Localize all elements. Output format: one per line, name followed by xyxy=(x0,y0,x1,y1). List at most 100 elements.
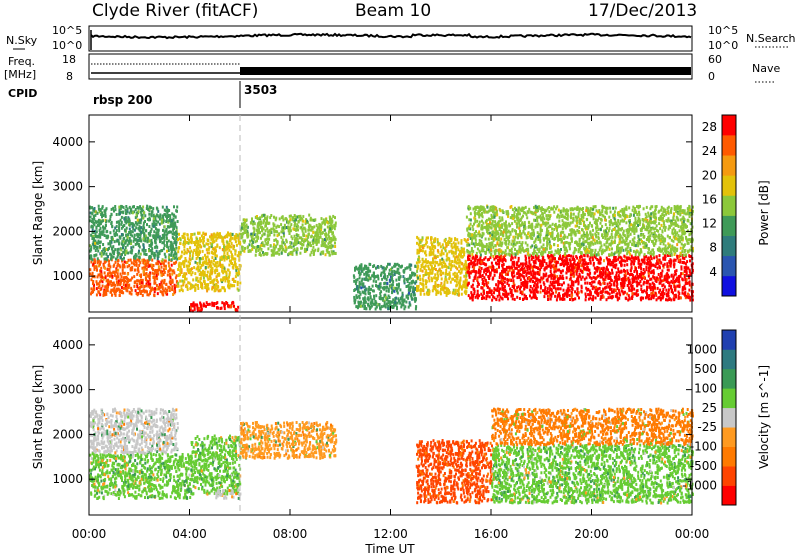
echo-cell xyxy=(148,212,151,216)
echo-cell xyxy=(395,296,398,300)
echo-cell xyxy=(199,243,202,247)
echo-cell xyxy=(663,292,666,296)
echo-cell xyxy=(467,254,470,258)
echo-cell xyxy=(216,243,219,247)
echo-cell xyxy=(356,278,359,282)
echo-cell xyxy=(220,257,223,261)
echo-cell xyxy=(140,289,143,293)
echo-cell xyxy=(504,259,507,263)
echo-cell xyxy=(245,229,248,233)
echo-cell xyxy=(688,288,691,292)
echo-cell xyxy=(620,285,623,289)
echo-cell xyxy=(645,268,648,272)
echo-cell xyxy=(236,309,239,313)
echo-cell xyxy=(109,290,112,294)
echo-cell xyxy=(167,239,170,243)
echo-cell xyxy=(648,282,651,286)
echo-cell xyxy=(386,298,389,301)
echo-cell xyxy=(175,252,178,256)
echo-cell xyxy=(439,245,442,249)
echo-cell xyxy=(332,237,335,241)
echo-cell xyxy=(473,289,476,293)
echo-cell xyxy=(227,233,230,237)
echo-cell xyxy=(157,209,160,213)
echo-cell xyxy=(186,248,189,251)
echo-cell xyxy=(262,251,264,254)
echo-cell xyxy=(125,226,128,230)
echo-cell xyxy=(334,241,336,245)
echo-cell xyxy=(175,226,178,230)
echo-cell xyxy=(616,292,619,296)
echo-cell xyxy=(552,274,555,278)
power-heatmap xyxy=(89,204,694,313)
echo-cell xyxy=(371,301,374,305)
echo-cell xyxy=(334,221,337,225)
echo-cell xyxy=(251,217,253,221)
echo-cell xyxy=(226,240,229,244)
echo-cell xyxy=(233,261,236,265)
echo-cell xyxy=(146,259,149,263)
echo-cell xyxy=(532,289,535,293)
echo-cell xyxy=(618,296,621,300)
echo-cell xyxy=(161,218,163,222)
echo-cell xyxy=(563,297,566,301)
echo-cell xyxy=(115,224,118,228)
echo-cell xyxy=(414,307,417,311)
echo-cell xyxy=(650,297,653,301)
echo-cell xyxy=(583,254,586,258)
echo-cell xyxy=(607,296,610,300)
echo-cell xyxy=(148,216,151,220)
echo-cell xyxy=(457,255,460,259)
echo-cell xyxy=(513,260,516,264)
echo-cell xyxy=(387,294,390,298)
echo-cell xyxy=(631,292,634,296)
echo-cell xyxy=(222,286,225,290)
echo-cell xyxy=(367,298,370,302)
echo-cell xyxy=(476,258,479,262)
echo-cell xyxy=(568,293,571,297)
echo-cell xyxy=(227,279,229,283)
echo-cell xyxy=(174,221,177,225)
echo-cell xyxy=(116,264,119,268)
echo-cell xyxy=(558,283,561,286)
echo-cell xyxy=(355,280,358,283)
echo-cell xyxy=(178,289,181,293)
echo-cell xyxy=(561,283,563,287)
echo-cell xyxy=(133,210,136,214)
echo-cell xyxy=(567,283,570,287)
echo-cell xyxy=(306,219,309,223)
echo-cell xyxy=(424,264,427,268)
echo-cell xyxy=(168,219,171,223)
echo-cell xyxy=(422,279,425,283)
echo-cell xyxy=(105,219,108,223)
echo-cell xyxy=(568,258,571,262)
echo-cell xyxy=(177,281,180,285)
echo-cell xyxy=(550,282,553,286)
echo-cell xyxy=(464,284,467,288)
echo-cell xyxy=(142,289,145,293)
echo-cell xyxy=(442,246,445,250)
echo-cell xyxy=(291,250,294,254)
echo-cell xyxy=(171,235,174,239)
echo-cell xyxy=(142,224,145,228)
echo-cell xyxy=(288,219,291,223)
echo-cell xyxy=(227,305,230,309)
echo-cell xyxy=(659,275,662,279)
echo-cell xyxy=(184,274,186,278)
echo-cell xyxy=(646,285,648,289)
echo-cell xyxy=(513,286,515,290)
echo-cell xyxy=(109,252,112,256)
echo-cell xyxy=(120,290,123,294)
echo-cell xyxy=(100,266,103,270)
echo-cell xyxy=(311,226,314,230)
echo-cell xyxy=(161,241,164,245)
echo-cell xyxy=(176,220,179,223)
echo-cell xyxy=(357,300,360,304)
echo-cell xyxy=(556,275,559,279)
echo-cell xyxy=(566,263,569,267)
echo-cell xyxy=(446,252,449,256)
echo-cell xyxy=(401,303,403,307)
echo-cell xyxy=(448,277,451,281)
echo-cell xyxy=(163,278,166,282)
echo-cell xyxy=(154,218,157,221)
